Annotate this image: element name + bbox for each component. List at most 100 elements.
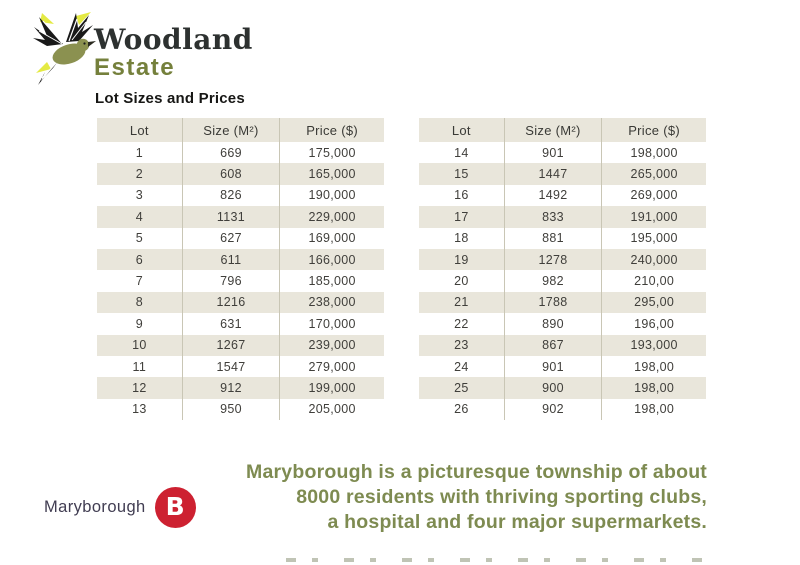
table-cell: 1131 (181, 206, 280, 228)
table-cell: 669 (181, 142, 280, 164)
table-cell: 20 (454, 274, 469, 289)
table-cell: 191,000 (601, 206, 706, 228)
table-cell: 240,000 (601, 248, 706, 271)
table-cell: 205,000 (279, 398, 384, 421)
wing-yellow-accent (76, 12, 91, 25)
table-cell: 900 (503, 377, 602, 399)
table-cell: 18 (454, 231, 469, 246)
table-row: 24 901 198,00 (419, 355, 706, 378)
table-cell: 190,000 (279, 184, 384, 207)
table-cell: 627 (181, 227, 280, 249)
table-cell: 950 (181, 398, 280, 421)
table-cell: 11 (132, 359, 147, 374)
table-cell: 881 (503, 227, 602, 249)
table-header-row: Lot Size (M²) Price ($) (419, 118, 706, 142)
table-cell: 901 (503, 142, 602, 164)
table-cell: 1267 (181, 334, 280, 356)
column-header: Size (M²) (503, 118, 602, 142)
table-cell: 195,000 (601, 227, 706, 249)
column-header: Price ($) (601, 118, 706, 142)
table-row: 6 611 166,000 (97, 248, 384, 271)
table-cell: 21 (454, 295, 469, 310)
maryborough-logo-text: Maryborough (44, 498, 146, 516)
table-cell: 198,00 (601, 377, 706, 399)
table-cell: 3 (135, 188, 143, 203)
table-cell: 198,000 (601, 142, 706, 164)
table-body: 1 669 175,000 2 608 165,000 3 826 190,000 4 1131 22… (97, 142, 384, 421)
table-row: 4 1131 229,000 (97, 206, 384, 228)
table-row: 8 1216 238,000 (97, 291, 384, 314)
table-cell: 166,000 (279, 248, 384, 271)
table-row: 5 627 169,000 (97, 227, 384, 249)
table-cell: 23 (454, 338, 469, 353)
table-row: 12 912 199,000 (97, 377, 384, 399)
table-row: 9 631 170,000 (97, 313, 384, 335)
table-cell: 10 (132, 338, 147, 353)
table-row: 11 1547 279,000 (97, 355, 384, 378)
table-cell: 12 (132, 380, 147, 395)
column-header: Price ($) (279, 118, 384, 142)
clipped-text-remnant (286, 558, 711, 562)
lot-table-right: Lot Size (M²) Price ($) 14 901 198,000 15 1447… (419, 118, 706, 421)
table-row: 18 881 195,000 (419, 227, 706, 249)
table-cell: 229,000 (279, 206, 384, 228)
table-row: 3 826 190,000 (97, 184, 384, 207)
table-body: 14 901 198,000 15 1447 265,000 16 1492 269,000 17… (419, 142, 706, 421)
table-cell: 631 (181, 313, 280, 335)
table-cell: 16 (454, 188, 469, 203)
table-row: 20 982 210,00 (419, 270, 706, 292)
table-cell: 199,000 (279, 377, 384, 399)
township-description-line: a hospital and four major supermarkets. (327, 511, 707, 533)
table-cell: 1492 (503, 184, 602, 207)
section-title: Lot Sizes and Prices (95, 90, 245, 107)
column-header: Size (M²) (181, 118, 280, 142)
table-cell: 1216 (181, 291, 280, 314)
table-cell: 25 (454, 380, 469, 395)
badge-letter: B (165, 492, 185, 521)
table-row: 22 890 196,00 (419, 313, 706, 335)
table-cell: 198,00 (601, 355, 706, 378)
table-row: 17 833 191,000 (419, 206, 706, 228)
table-cell: 611 (181, 248, 280, 271)
table-cell: 1547 (181, 355, 280, 378)
table-cell: 26 (454, 402, 469, 417)
table-cell: 185,000 (279, 270, 384, 292)
table-cell: 1278 (503, 248, 602, 271)
table-cell: 13 (132, 402, 147, 417)
table-cell: 269,000 (601, 184, 706, 207)
table-row: 21 1788 295,00 (419, 291, 706, 314)
table-row: 15 1447 265,000 (419, 163, 706, 185)
table-cell: 982 (503, 270, 602, 292)
table-cell: 4 (135, 209, 143, 224)
table-cell: 170,000 (279, 313, 384, 335)
table-cell: 279,000 (279, 355, 384, 378)
lot-table-left: Lot Size (M²) Price ($) 1 669 175,000 2 608 165… (97, 118, 384, 421)
table-cell: 5 (135, 231, 143, 246)
table-cell: 210,00 (601, 270, 706, 292)
table-cell: 22 (454, 316, 469, 331)
brand-logo: Woodland Estate (94, 26, 253, 80)
table-cell: 19 (454, 252, 469, 267)
township-description: Maryborough is a picturesque township of… (246, 460, 707, 535)
table-cell: 833 (503, 206, 602, 228)
table-cell: 24 (454, 359, 469, 374)
table-cell: 295,00 (601, 291, 706, 314)
table-cell: 8 (135, 295, 143, 310)
table-cell: 17 (454, 209, 469, 224)
township-description-line: 8000 residents with thriving sporting cl… (296, 486, 707, 508)
table-cell: 901 (503, 355, 602, 378)
table-header-row: Lot Size (M²) Price ($) (97, 118, 384, 142)
table-cell: 9 (135, 316, 143, 331)
table-cell: 14 (454, 145, 469, 160)
table-cell: 890 (503, 313, 602, 335)
table-cell: 2 (135, 167, 143, 182)
table-cell: 196,00 (601, 313, 706, 335)
table-cell: 1 (135, 145, 143, 160)
hummingbird-icon (32, 10, 96, 90)
table-row: 1 669 175,000 (97, 142, 384, 164)
table-row: 26 902 198,00 (419, 398, 706, 421)
table-row: 10 1267 239,000 (97, 334, 384, 356)
township-description-line: Maryborough is a picturesque township of… (246, 461, 707, 483)
table-cell: 238,000 (279, 291, 384, 314)
table-cell: 826 (181, 184, 280, 207)
